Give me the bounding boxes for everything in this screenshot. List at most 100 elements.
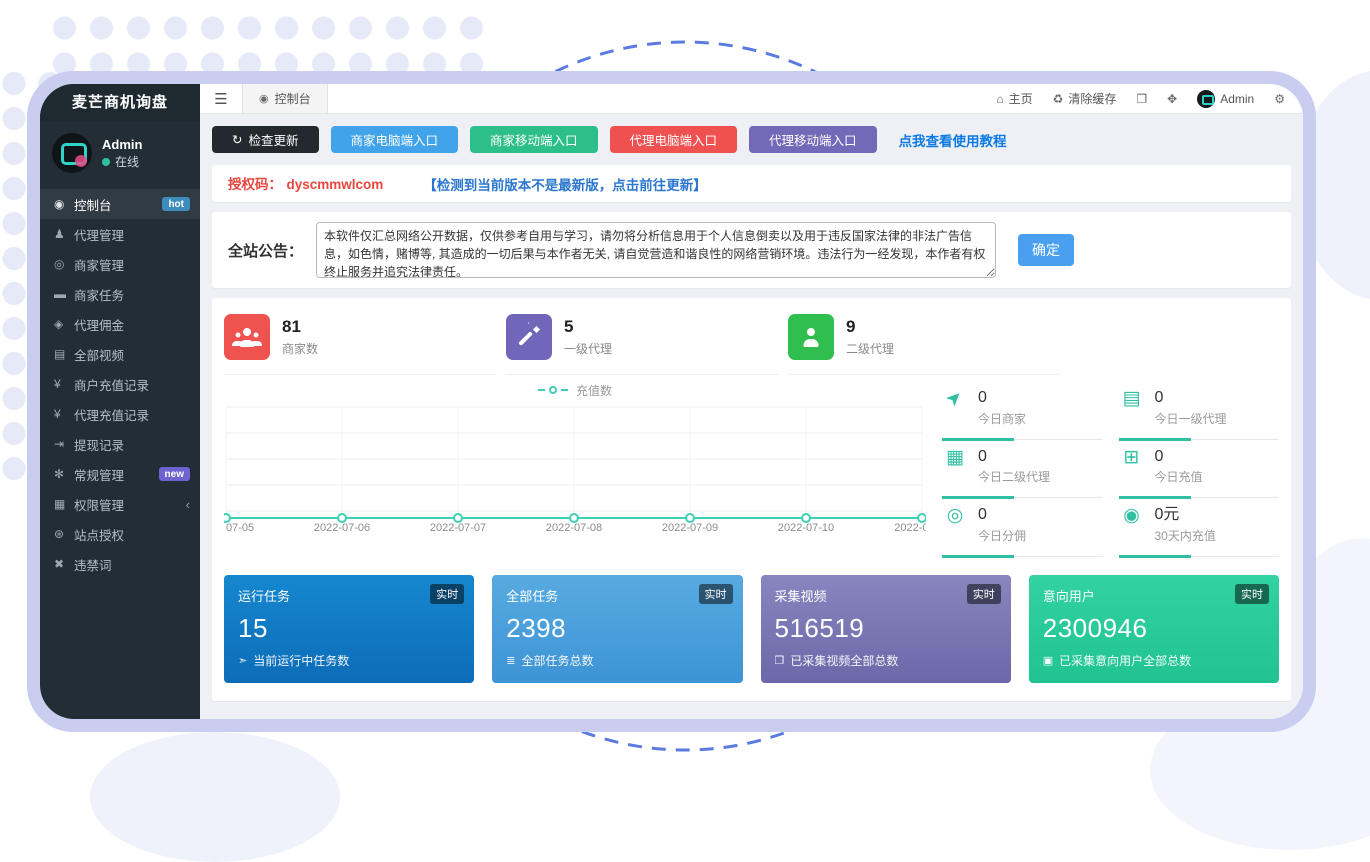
mini-stat-value: 0 xyxy=(978,448,1050,466)
sidebar-item-常规管理[interactable]: ✻常规管理new xyxy=(40,459,200,489)
content: ↻检查更新商家电脑端入口 商家移动端入口 代理电脑端入口代理移动端入口 点我查看使用教… xyxy=(200,114,1303,719)
update-notice-link[interactable]: 【检测到当前版本不是最新版，点击前往更新】 xyxy=(423,174,707,194)
商家移动端入口-button[interactable]: 商家移动端入口 xyxy=(470,126,598,153)
confirm-button[interactable]: 确定 xyxy=(1018,234,1074,266)
stat-meta: 5一级代理 xyxy=(564,317,612,357)
sidebar-item-代理管理[interactable]: ♟代理管理 xyxy=(40,219,200,249)
summary-card-采集视频[interactable]: 采集视频实时516519❐已采集视频全部总数 xyxy=(761,575,1011,683)
realtime-badge: 实时 xyxy=(430,584,464,604)
calendar-icon: ▦ xyxy=(942,448,968,468)
refresh-icon: ↻ xyxy=(232,132,242,147)
summary-card-value: 15 xyxy=(238,613,460,644)
商家电脑端入口-button[interactable]: 商家电脑端入口 xyxy=(331,126,459,153)
sidebar-item-商家任务[interactable]: ▬商家任务 xyxy=(40,279,200,309)
sidebar-item-label: 站点授权 xyxy=(74,525,190,544)
检查更新-button[interactable]: ↻检查更新 xyxy=(212,126,319,153)
magic-wand-icon xyxy=(506,314,552,360)
button-label: 商家移动端入口 xyxy=(490,130,578,149)
trash-icon: ♻ xyxy=(1053,92,1064,106)
settings-icon: ✻ xyxy=(54,467,74,481)
dashboard-icon: ◉ xyxy=(259,92,269,105)
merchant-tasks-icon: ▬ xyxy=(54,287,74,301)
sidebar-item-代理佣金[interactable]: ◈代理佣金 xyxy=(40,309,200,339)
sidebar-item-全部视频[interactable]: ▤全部视频 xyxy=(40,339,200,369)
sidebar-item-label: 常规管理 xyxy=(74,465,159,484)
announcement-label: 全站公告： xyxy=(228,240,316,261)
mini-stat-30天内充值: ◉0元30天内充值 xyxy=(1119,498,1280,557)
svg-text:2022-07-07: 2022-07-07 xyxy=(430,522,486,533)
代理移动端入口-button[interactable]: 代理移动端入口 xyxy=(749,126,877,153)
sidebar-item-站点授权[interactable]: ⊛站点授权 xyxy=(40,519,200,549)
sidebar-item-商家管理[interactable]: ◎商家管理 xyxy=(40,249,200,279)
fullscreen-icon[interactable]: ✥ xyxy=(1167,92,1177,106)
sidebar-item-label: 商户充值记录 xyxy=(74,375,190,394)
tutorial-link[interactable]: 点我查看使用教程 xyxy=(899,130,1007,150)
badge-new: new xyxy=(159,467,190,481)
user-icon-glyph xyxy=(801,328,821,347)
sidebar-item-label: 代理佣金 xyxy=(74,315,190,334)
gear-icon[interactable]: ⚙ xyxy=(1274,92,1285,106)
task-list-icon: ≣ xyxy=(506,654,515,667)
merchants-icon: ◎ xyxy=(54,257,74,271)
summary-card-desc-label: 全部任务总数 xyxy=(521,652,593,669)
clear-cache-label: 清除缓存 xyxy=(1068,90,1116,107)
stat-value: 9 xyxy=(846,317,894,337)
home-icon: ⌂ xyxy=(996,92,1003,106)
recharge-chart: 充值数 07-052022-07-062022-07-072022-07-082… xyxy=(224,381,926,557)
sidebar-item-label: 代理管理 xyxy=(74,225,190,244)
summary-card-desc-label: 已采集视频全部总数 xyxy=(790,652,898,669)
tab-label: 控制台 xyxy=(275,90,311,107)
rocket-icon: ➤ xyxy=(939,383,972,416)
navbar-user[interactable]: Admin xyxy=(1197,90,1254,108)
top-navbar: ☰ ◉ 控制台 ⌂ 主页 ♻ 清除缓存 ❐ ✥ Admin xyxy=(200,84,1303,114)
sidebar-item-label: 违禁词 xyxy=(74,555,190,574)
tab-dashboard[interactable]: ◉ 控制台 xyxy=(242,84,328,113)
summary-card-意向用户[interactable]: 意向用户实时2300946▣已采集意向用户全部总数 xyxy=(1029,575,1279,683)
chart-legend[interactable]: 充值数 xyxy=(224,381,926,399)
sidebar-item-提现记录[interactable]: ⇥提现记录 xyxy=(40,429,200,459)
user-icon xyxy=(788,314,834,360)
users-icon-glyph xyxy=(234,328,260,347)
svg-text:07-05: 07-05 xyxy=(226,522,254,533)
svg-text:2022-07-10: 2022-07-10 xyxy=(778,522,834,533)
app-window: 麦芒商机询盘 Admin 在线 ◉控制台hot♟代理管理◎商家管理▬商家任务◈代… xyxy=(40,84,1303,719)
permissions-icon: ▦ xyxy=(54,497,74,511)
announcement-input[interactable] xyxy=(316,222,996,278)
user-avatar[interactable] xyxy=(52,133,92,173)
user-name: Admin xyxy=(102,136,142,154)
users-icon xyxy=(224,314,270,360)
summary-card-全部任务[interactable]: 全部任务实时2398≣全部任务总数 xyxy=(492,575,742,683)
sidebar-item-违禁词[interactable]: ✖违禁词 xyxy=(40,549,200,579)
代理电脑端入口-button[interactable]: 代理电脑端入口 xyxy=(610,126,738,153)
mini-stat-今日充值: ⊞0今日充值 xyxy=(1119,440,1280,499)
summary-card-title: 意向用户 xyxy=(1043,586,1265,605)
summary-card-运行任务[interactable]: 运行任务实时15➣当前运行中任务数 xyxy=(224,575,474,683)
summary-card-desc: ≣ 全部任务总数 xyxy=(506,652,728,669)
summary-card-desc-label: 已采集意向用户全部总数 xyxy=(1059,652,1191,669)
sidebar-item-权限管理[interactable]: ▦权限管理‹ xyxy=(40,489,200,519)
mini-stat-meta: 0今日商家 xyxy=(978,389,1026,427)
menu-toggle-icon[interactable]: ☰ xyxy=(200,90,242,108)
license-card: 授权码： dyscmmwlcom 【检测到当前版本不是最新版，点击前往更新】 xyxy=(212,165,1291,202)
blob-decoration xyxy=(90,732,340,862)
clear-cache-link[interactable]: ♻ 清除缓存 xyxy=(1053,90,1117,107)
stat-商家数: 81商家数 xyxy=(224,314,496,375)
mini-stat-今日一级代理: ▤0今日一级代理 xyxy=(1119,381,1280,440)
app-window-frame: 麦芒商机询盘 Admin 在线 ◉控制台hot♟代理管理◎商家管理▬商家任务◈代… xyxy=(27,71,1316,732)
summary-card-title: 采集视频 xyxy=(775,586,997,605)
sidebar-item-商户充值记录[interactable]: ¥商户充值记录 xyxy=(40,369,200,399)
sidebar-item-label: 控制台 xyxy=(74,195,162,214)
stat-label: 一级代理 xyxy=(564,340,612,357)
sidebar-item-控制台[interactable]: ◉控制台hot xyxy=(40,189,200,219)
summary-cards-row: 运行任务实时15➣当前运行中任务数全部任务实时2398≣全部任务总数采集视频实时… xyxy=(224,575,1279,683)
dot-grid-decoration-top xyxy=(40,4,485,78)
mini-stat-label: 30天内充值 xyxy=(1155,527,1216,544)
home-link[interactable]: ⌂ 主页 xyxy=(996,90,1032,107)
mini-stat-value: 0 xyxy=(1155,389,1227,407)
navbar-avatar xyxy=(1197,90,1215,108)
navbar-right: ⌂ 主页 ♻ 清除缓存 ❐ ✥ Admin ⚙ xyxy=(996,90,1303,108)
stat-meta: 81商家数 xyxy=(282,317,318,357)
page-icon[interactable]: ❐ xyxy=(1136,92,1147,106)
banned-words-icon: ✖ xyxy=(54,557,74,571)
sidebar-item-代理充值记录[interactable]: ¥代理充值记录 xyxy=(40,399,200,429)
